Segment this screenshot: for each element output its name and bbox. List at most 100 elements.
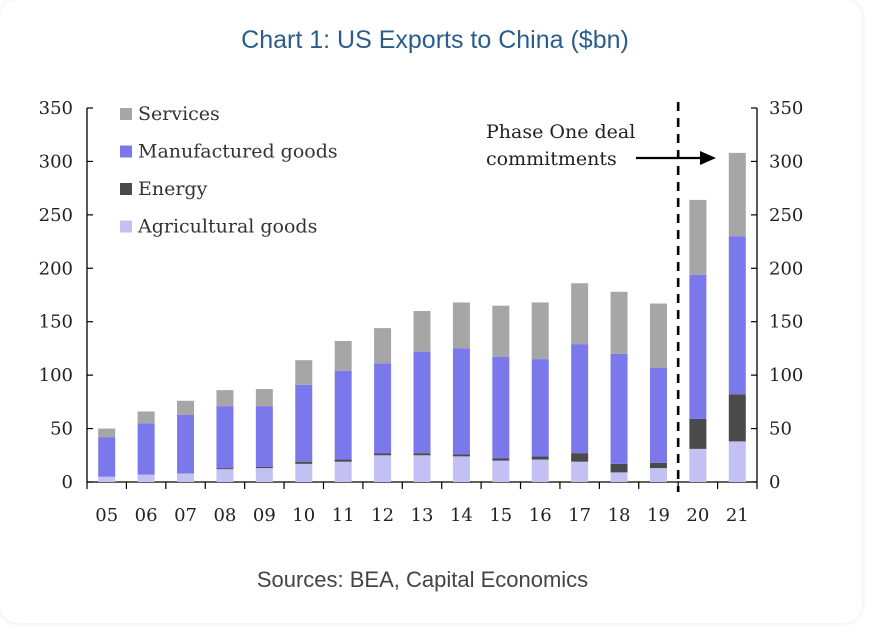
bar-manufactured-goods xyxy=(98,437,116,477)
x-tick-label: 09 xyxy=(253,505,276,526)
bar-agricultural-goods xyxy=(216,469,234,482)
y-tick-label-right: 300 xyxy=(769,151,803,172)
y-tick-label-left: 0 xyxy=(62,472,73,493)
bar-services xyxy=(492,305,510,357)
x-tick-label: 18 xyxy=(608,505,631,526)
y-axis-left: 0 50 100 150 200 250 300 350 xyxy=(39,98,93,493)
legend: Services Manufactured goods Energy Agricult… xyxy=(120,103,338,238)
bar-energy xyxy=(531,456,549,460)
bar-energy xyxy=(334,459,352,462)
legend-swatch xyxy=(120,183,132,195)
bar-agricultural-goods xyxy=(255,468,273,482)
bar-manufactured-goods xyxy=(610,353,628,464)
bar-energy xyxy=(452,454,470,457)
bar-services xyxy=(531,302,549,360)
bar-energy xyxy=(374,453,392,456)
bar-manufactured-goods xyxy=(413,351,431,454)
x-tick-label: 12 xyxy=(371,505,394,526)
bar-services xyxy=(610,291,628,354)
y-tick-label-left: 300 xyxy=(39,151,73,172)
legend-label: Energy xyxy=(138,178,208,200)
bar-energy xyxy=(492,458,510,461)
legend-label: Manufactured goods xyxy=(138,141,338,163)
bar-manufactured-goods xyxy=(571,344,589,454)
x-tick-label: 07 xyxy=(174,505,197,526)
bar-agricultural-goods xyxy=(295,463,313,482)
bar-manufactured-goods xyxy=(177,414,195,474)
bar-agricultural-goods xyxy=(137,474,155,482)
bar-energy xyxy=(255,467,273,469)
bar-services xyxy=(728,152,746,237)
bar-agricultural-goods xyxy=(728,441,746,482)
x-tick-label: 13 xyxy=(411,505,434,526)
x-tick-label: 08 xyxy=(213,505,236,526)
x-tick-label: 10 xyxy=(292,505,315,526)
bar-agricultural-goods xyxy=(98,476,116,482)
y-tick-label-right: 200 xyxy=(769,258,803,279)
bar-manufactured-goods xyxy=(374,363,392,454)
legend-label: Services xyxy=(138,103,220,125)
bar-services xyxy=(177,400,195,415)
bar-manufactured-goods xyxy=(137,423,155,475)
y-tick-label-left: 200 xyxy=(39,258,73,279)
bar-services xyxy=(413,311,431,352)
x-tick-label: 14 xyxy=(450,505,473,526)
annotation-line-1: Phase One deal xyxy=(486,121,635,143)
bar-energy xyxy=(649,462,667,469)
x-tick-label: 20 xyxy=(686,505,709,526)
bar-energy xyxy=(413,453,431,456)
bar-agricultural-goods xyxy=(374,455,392,482)
bar-energy xyxy=(295,461,313,464)
y-tick-label-right: 50 xyxy=(769,419,792,440)
x-tick-label: 16 xyxy=(529,505,552,526)
y-tick-label-right: 0 xyxy=(769,472,780,493)
bar-services xyxy=(452,302,470,349)
bar-agricultural-goods xyxy=(689,448,707,482)
annotation-arrow-head xyxy=(700,151,716,165)
bar-manufactured-goods xyxy=(649,367,667,463)
y-tick-label-right: 250 xyxy=(769,205,803,226)
y-tick-label-right: 150 xyxy=(769,312,803,333)
bar-energy xyxy=(689,418,707,449)
bar-manufactured-goods xyxy=(216,406,234,469)
bar-services xyxy=(334,340,352,371)
bar-services xyxy=(295,360,313,385)
x-tick-label: 17 xyxy=(568,505,591,526)
x-tick-label: 19 xyxy=(647,505,670,526)
y-tick-label-left: 50 xyxy=(50,419,73,440)
bar-manufactured-goods xyxy=(255,406,273,468)
bar-agricultural-goods xyxy=(334,461,352,482)
bar-manufactured-goods xyxy=(689,274,707,419)
x-tick-label: 21 xyxy=(726,505,749,526)
chart-card xyxy=(0,0,862,623)
x-tick-label: 15 xyxy=(489,505,512,526)
y-tick-label-left: 150 xyxy=(39,312,73,333)
bar-agricultural-goods xyxy=(649,468,667,482)
bar-services xyxy=(98,428,116,438)
chart-title: Chart 1: US Exports to China ($bn) xyxy=(241,26,629,54)
bar-energy xyxy=(571,453,589,462)
bar-energy xyxy=(216,468,234,470)
y-tick-label-right: 100 xyxy=(769,365,803,386)
x-axis: 05 06 07 08 09 10 11 12 13 14 15 16 17 18 19 20 21 xyxy=(86,481,758,526)
bar-agricultural-goods xyxy=(531,459,549,482)
bar-manufactured-goods xyxy=(295,384,313,462)
x-tick-label: 05 xyxy=(95,505,118,526)
y-axis-right: 0 50 100 150 200 250 300 350 xyxy=(751,98,803,493)
legend-label: Agricultural goods xyxy=(137,216,317,238)
bar-agricultural-goods xyxy=(413,455,431,482)
bar-services xyxy=(216,390,234,407)
legend-swatch xyxy=(120,108,132,120)
bar-manufactured-goods xyxy=(492,356,510,459)
bar-manufactured-goods xyxy=(452,348,470,455)
bar-manufactured-goods xyxy=(728,236,746,395)
x-tick-label: 11 xyxy=(332,505,355,526)
legend-swatch xyxy=(120,145,132,158)
bar-services xyxy=(255,389,273,407)
bar-services xyxy=(137,411,155,424)
bar-services xyxy=(649,303,667,368)
y-tick-label-left: 100 xyxy=(39,365,73,386)
source-note: Sources: BEA, Capital Economics xyxy=(256,567,589,592)
bar-agricultural-goods xyxy=(492,460,510,482)
